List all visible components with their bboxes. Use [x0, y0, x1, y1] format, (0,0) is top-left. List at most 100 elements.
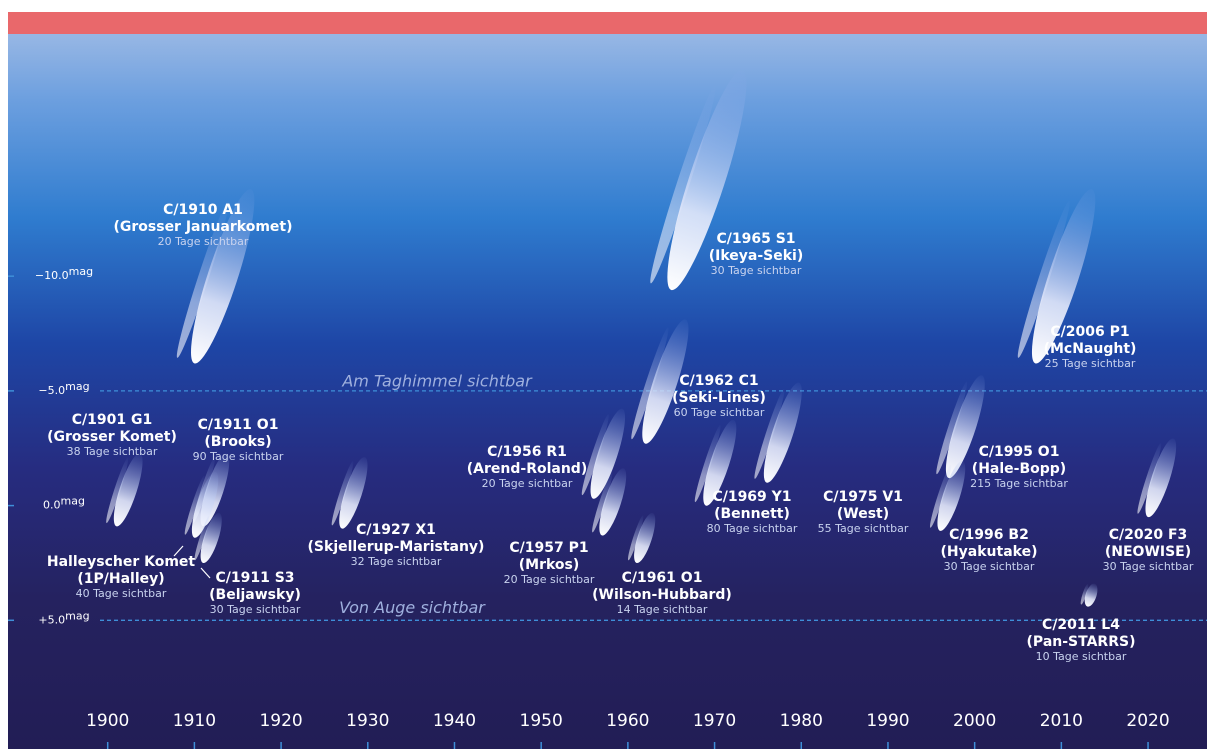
comet [331, 457, 368, 529]
comet-name: (Brooks) [204, 434, 271, 450]
comet-visibility: 55 Tage sichtbar [818, 522, 909, 535]
comet-designation: C/1965 S1 [716, 231, 795, 247]
y-tick-value: −10.0 [35, 269, 69, 282]
comet-tail-thin [936, 381, 968, 475]
comet-visibility: 20 Tage sichtbar [482, 477, 573, 490]
x-tick-label: 1910 [173, 711, 216, 731]
comet-tail [1145, 438, 1177, 518]
comet-tail [642, 319, 689, 444]
comet-name: (Grosser Komet) [47, 429, 177, 445]
y-tick-unit: mag [65, 609, 89, 622]
comet-visibility: 20 Tage sichtbar [158, 235, 249, 248]
x-tick-label: 1950 [520, 711, 563, 731]
comet-tail-thin [631, 327, 669, 440]
x-tick-label: 1920 [259, 711, 302, 731]
background [8, 12, 1207, 749]
comet-name: (McNaught) [1044, 341, 1137, 357]
comet-visibility: 14 Tage sichtbar [617, 603, 708, 616]
x-tick-label: 1900 [86, 711, 129, 731]
comet-name: (1P/Halley) [77, 571, 164, 587]
top-bar [8, 12, 1207, 34]
comet-designation: C/1995 O1 [979, 444, 1060, 460]
comet-tail-thin [184, 475, 205, 535]
comet-visibility: 10 Tage sichtbar [1036, 650, 1127, 663]
y-tick-unit: mag [61, 495, 85, 508]
comet-visibility: 60 Tage sichtbar [674, 406, 765, 419]
comet-visibility: 30 Tage sichtbar [711, 264, 802, 277]
annotation: Am Taghimmel sichtbar [341, 371, 533, 390]
comet [628, 512, 656, 564]
comet-designation: C/1969 Y1 [712, 489, 791, 505]
comet-name: (NEOWISE) [1105, 544, 1191, 560]
y-tick-unit: mag [69, 265, 93, 278]
comet-name: (Hyakutake) [941, 544, 1038, 560]
comet-name: (Ikeya-Seki) [709, 248, 804, 264]
x-tick-label: 2020 [1126, 711, 1169, 731]
y-tick-label: −10.0mag [35, 265, 93, 282]
comet-tail [599, 468, 627, 536]
comet [936, 375, 985, 479]
comet [930, 460, 966, 531]
y-tick-value: −5.0 [38, 384, 65, 397]
comet-tail [667, 70, 747, 291]
comet-tail-thin [581, 414, 609, 496]
comet-visibility: 80 Tage sichtbar [707, 522, 798, 535]
comet-tail-thin [194, 515, 210, 561]
comet-tail [634, 512, 656, 564]
comet-designation: C/1996 B2 [949, 527, 1029, 543]
x-tick-label: 1970 [693, 711, 736, 731]
comet-visibility: 30 Tage sichtbar [1103, 560, 1194, 573]
comet-tail-thin [650, 85, 716, 284]
comet-tail [703, 419, 737, 506]
comet-name: (Hale-Bopp) [972, 461, 1066, 477]
comet-designation: C/1911 O1 [198, 417, 279, 433]
comet-tail-thin [1017, 201, 1070, 358]
comet-designation: C/2006 P1 [1050, 324, 1129, 340]
comet [650, 70, 747, 291]
comet-visibility: 25 Tage sichtbar [1045, 357, 1136, 370]
comet-tail [763, 382, 802, 483]
comet-name: (West) [837, 506, 889, 522]
comet [1137, 438, 1177, 518]
comet-designation: Halleyscher Komet [47, 554, 196, 570]
comet-tail-thin [1080, 583, 1089, 605]
comet-visibility: 90 Tage sichtbar [193, 450, 284, 463]
comet-tail-thin [1137, 443, 1162, 514]
x-tick-label: 1930 [346, 711, 389, 731]
comet [1017, 189, 1096, 364]
comet-tail-thin [930, 464, 952, 528]
comet-designation: C/1961 O1 [622, 570, 703, 586]
comet-designation: C/1927 X1 [356, 522, 436, 538]
comet-visibility: 30 Tage sichtbar [944, 560, 1035, 573]
comet-designation: C/1910 A1 [163, 202, 243, 218]
comet-tail [937, 460, 966, 531]
y-tick-label: 0.0mag [43, 495, 85, 512]
x-tick-label: 1960 [606, 711, 649, 731]
comet-tail [590, 408, 626, 499]
comet [581, 408, 626, 499]
comet-designation: C/1956 R1 [487, 444, 567, 460]
comet [176, 189, 255, 364]
comet-visibility: 40 Tage sichtbar [76, 587, 167, 600]
comet-visibility: 215 Tage sichtbar [970, 477, 1068, 490]
comet [631, 319, 689, 444]
comet-name: (Pan-STARRS) [1027, 634, 1136, 650]
comet [106, 453, 143, 527]
comet-visibility: 20 Tage sichtbar [504, 573, 595, 586]
comet-tail [945, 375, 985, 479]
comet-designation: C/1962 C1 [679, 373, 758, 389]
comet-name: (Skjellerup-Maristany) [308, 539, 485, 555]
comet [184, 471, 219, 538]
x-tick-label: 1980 [780, 711, 823, 731]
comet-name: (Beljawsky) [209, 587, 301, 603]
connector [173, 545, 184, 557]
comet-tail [113, 453, 143, 527]
x-tick-label: 1940 [433, 711, 476, 731]
comet [1080, 583, 1098, 607]
comet-name: (Wilson-Hubbard) [592, 587, 732, 603]
comet-tail [339, 457, 368, 529]
connector [200, 567, 211, 579]
y-tick-label: +5.0mag [38, 609, 89, 626]
comet-tail [191, 189, 255, 364]
